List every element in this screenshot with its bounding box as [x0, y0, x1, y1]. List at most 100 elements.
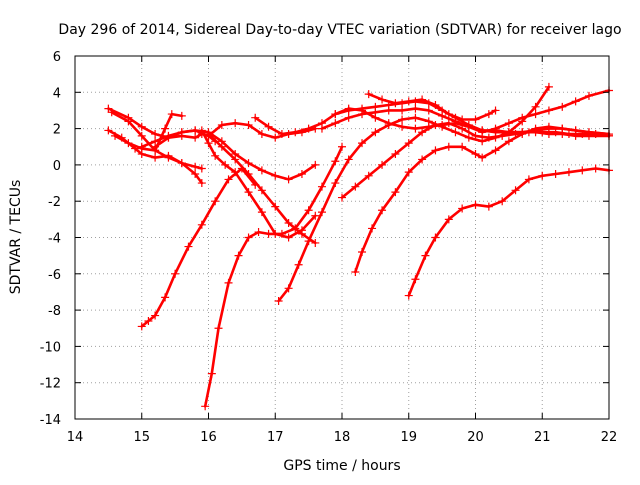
data-point-marker	[297, 229, 306, 238]
data-point-marker	[244, 169, 253, 178]
data-point-marker	[177, 111, 186, 120]
data-point-marker	[591, 164, 600, 173]
data-point-marker	[358, 139, 367, 148]
data-point-marker	[137, 322, 146, 331]
data-point-marker	[544, 82, 553, 91]
data-point-marker	[151, 142, 160, 151]
data-point-marker	[344, 113, 353, 122]
data-point-marker	[251, 113, 260, 122]
y-tick-label: -12	[40, 377, 61, 392]
data-point-marker	[398, 122, 407, 131]
data-point-marker	[444, 110, 453, 119]
x-tick-label: 20	[467, 430, 484, 445]
data-point-marker	[201, 402, 210, 411]
data-point-marker	[564, 168, 573, 177]
series-layer	[104, 82, 613, 411]
data-point-marker	[344, 106, 353, 115]
data-point-marker	[444, 142, 453, 151]
x-tick-label: 22	[601, 430, 618, 445]
data-point-marker	[204, 130, 213, 139]
data-point-marker	[224, 175, 233, 184]
x-tick-label: 18	[334, 430, 351, 445]
data-point-marker	[231, 168, 240, 177]
data-point-marker	[197, 164, 206, 173]
data-point-marker	[151, 153, 160, 162]
data-point-marker	[471, 115, 480, 124]
data-point-marker	[464, 120, 473, 129]
data-point-marker	[104, 126, 113, 135]
data-point-marker	[531, 124, 540, 133]
data-point-marker	[518, 130, 527, 139]
data-point-marker	[484, 202, 493, 211]
data-point-marker	[551, 128, 560, 137]
data-point-marker	[478, 153, 487, 162]
y-axis-label: SDTVAR / TECUs	[8, 180, 24, 295]
x-tick-label: 19	[400, 430, 417, 445]
y-tick-label: -10	[40, 340, 61, 355]
data-point-marker	[257, 166, 266, 175]
y-tick-label: -2	[48, 195, 61, 210]
data-point-marker	[351, 182, 360, 191]
data-point-marker	[217, 120, 226, 129]
data-point-marker	[378, 95, 387, 104]
data-point-marker	[144, 316, 153, 325]
x-tick-label: 16	[200, 430, 217, 445]
chart-title: Day 296 of 2014, Sidereal Day-to-day VTE…	[58, 22, 621, 38]
grid	[75, 56, 609, 419]
data-point-marker	[217, 142, 226, 151]
data-point-marker	[504, 137, 513, 146]
x-tick-label: 17	[267, 430, 284, 445]
data-point-marker	[404, 168, 413, 177]
data-point-marker	[464, 133, 473, 142]
y-tick-label: 2	[53, 123, 61, 138]
data-point-marker	[418, 155, 427, 164]
data-point-marker	[384, 120, 393, 129]
data-point-marker	[558, 102, 567, 111]
data-point-marker	[224, 278, 233, 287]
data-point-marker	[191, 169, 200, 178]
data-point-marker	[478, 126, 487, 135]
data-point-marker	[421, 251, 430, 260]
data-point-marker	[571, 126, 580, 135]
data-point-marker	[137, 131, 146, 140]
data-point-marker	[558, 124, 567, 133]
data-point-marker	[391, 188, 400, 197]
data-point-marker	[137, 142, 146, 151]
data-point-marker	[191, 126, 200, 135]
data-point-marker	[491, 128, 500, 137]
data-point-marker	[458, 115, 467, 124]
data-point-marker	[177, 159, 186, 168]
data-point-marker	[371, 128, 380, 137]
data-point-marker	[291, 128, 300, 137]
data-point-marker	[284, 284, 293, 293]
data-point-marker	[491, 106, 500, 115]
data-point-marker	[297, 169, 306, 178]
data-point-marker	[338, 142, 346, 151]
data-point-marker	[184, 242, 193, 251]
x-tick-label: 15	[133, 430, 150, 445]
data-point-marker	[214, 324, 223, 333]
data-point-marker	[274, 297, 283, 306]
data-point-marker	[107, 108, 116, 117]
data-point-marker	[411, 124, 420, 133]
data-point-marker	[257, 208, 266, 217]
data-point-marker	[458, 142, 467, 151]
data-point-marker	[211, 197, 220, 206]
data-point-marker	[424, 106, 433, 115]
data-point-marker	[254, 228, 263, 237]
data-point-marker	[498, 197, 507, 206]
data-point-marker	[311, 211, 320, 220]
data-point-marker	[431, 146, 440, 155]
data-point-marker	[161, 293, 170, 302]
data-point-marker	[458, 124, 467, 133]
data-point-marker	[211, 151, 220, 160]
data-point-marker	[151, 311, 160, 320]
data-point-marker	[124, 139, 133, 148]
data-point-marker	[104, 104, 113, 113]
x-tick-label: 21	[534, 430, 551, 445]
data-point-marker	[344, 155, 353, 164]
data-point-marker	[538, 171, 547, 180]
data-point-marker	[378, 160, 387, 169]
data-point-marker	[197, 179, 206, 188]
data-point-marker	[197, 220, 206, 229]
